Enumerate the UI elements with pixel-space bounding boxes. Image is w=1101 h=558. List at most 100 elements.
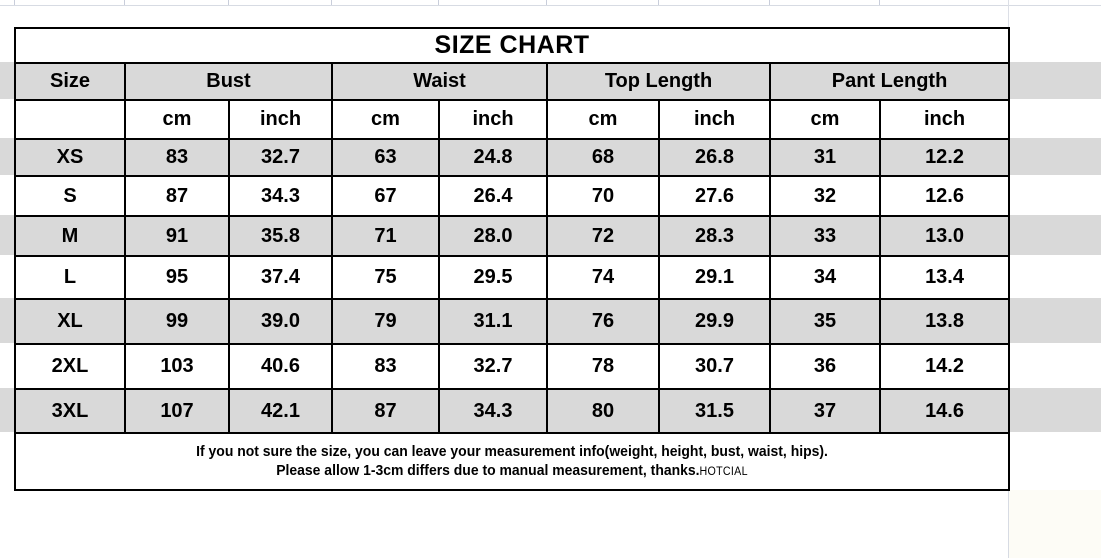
value-cell: 30.7 [658,343,771,390]
fill-band [1008,343,1101,388]
chart-title: SIZE CHART [13,27,1011,64]
value-cell: 39.0 [228,298,333,345]
units-empty-cell [14,99,126,140]
fill-band [1008,99,1101,138]
footer-note: If you not sure the size, you can leave … [51,442,974,482]
footer-row: If you not sure the size, you can leave … [13,432,1011,491]
fill-band [0,138,14,175]
value-cell: 33 [769,215,881,257]
value-cell: 12.2 [878,138,1011,177]
value-cell: 32 [769,175,881,217]
gridline-tick [658,0,659,5]
value-cell: 87 [331,388,440,434]
gridline-tick [124,0,125,5]
left-fill-strip [0,27,14,489]
value-cell: 28.3 [658,215,771,257]
header-row: Size Bust Waist Top Length Pant Length [14,62,1011,101]
unit-inch-header: inch [658,99,771,140]
fill-band [1008,255,1101,298]
size-label: XL [14,298,126,345]
value-cell: 14.6 [878,388,1011,434]
fill-band [0,432,14,489]
footer-note-line1: If you not sure the size, you can leave … [196,442,828,460]
value-cell: 95 [124,255,230,300]
gridline-tick [331,0,332,5]
value-cell: 75 [331,255,440,300]
value-cell: 14.2 [878,343,1011,390]
value-cell: 68 [546,138,660,177]
value-cell: 29.5 [438,255,548,300]
value-cell: 35.8 [228,215,333,257]
value-cell: 26.4 [438,175,548,217]
fill-band [0,298,14,343]
value-cell: 26.8 [658,138,771,177]
size-label: M [14,215,126,257]
fill-band [0,62,14,99]
value-cell: 91 [124,215,230,257]
gridline-tick [769,0,770,5]
unit-inch-header: inch [878,99,1011,140]
value-cell: 103 [124,343,230,390]
value-cell: 37 [769,388,881,434]
size-label: XS [14,138,126,177]
value-cell: 72 [546,215,660,257]
unit-cm-header: cm [124,99,230,140]
fill-band [1008,62,1101,99]
fill-band [0,343,14,388]
gridline-horizontal [0,5,1101,6]
size-row-s: S 87 34.3 67 26.4 70 27.6 32 12.6 [14,175,1011,217]
fill-band [1008,175,1101,215]
size-label: L [14,255,126,300]
value-cell: 70 [546,175,660,217]
size-row-3xl: 3XL 107 42.1 87 34.3 80 31.5 37 14.6 [14,388,1011,434]
fill-band [0,175,14,215]
title-row: SIZE CHART [13,27,1011,64]
value-cell: 83 [124,138,230,177]
unit-cm-header: cm [331,99,440,140]
fill-band [0,99,14,138]
value-cell: 74 [546,255,660,300]
fill-band [0,215,14,255]
value-cell: 34 [769,255,881,300]
unit-inch-header: inch [438,99,548,140]
size-label: S [14,175,126,217]
value-cell: 31.5 [658,388,771,434]
corner-tint [1009,490,1101,558]
value-cell: 79 [331,298,440,345]
value-cell: 12.6 [878,175,1011,217]
right-fill-strip [1008,27,1101,489]
gridline-tick [879,0,880,5]
value-cell: 36 [769,343,881,390]
value-cell: 27.6 [658,175,771,217]
size-row-xl: XL 99 39.0 79 31.1 76 29.9 35 13.8 [14,298,1011,345]
fill-band [1008,432,1101,489]
footer-cell: If you not sure the size, you can leave … [13,432,1011,491]
size-row-2xl: 2XL 103 40.6 83 32.7 78 30.7 36 14.2 [14,343,1011,390]
fill-band [1008,138,1101,175]
value-cell: 13.4 [878,255,1011,300]
value-cell: 32.7 [228,138,333,177]
size-chart-table: SIZE CHART Size Bust Waist Top Length Pa… [13,27,1011,491]
fill-band [1008,27,1101,62]
value-cell: 99 [124,298,230,345]
value-cell: 42.1 [228,388,333,434]
value-cell: 29.9 [658,298,771,345]
col-header-pant-length: Pant Length [768,62,1011,101]
footer-note-line2: Please allow 1-3cm differs due to manual… [51,461,974,482]
fill-band [0,255,14,298]
gridline-tick [438,0,439,5]
unit-cm-header: cm [769,99,881,140]
size-row-l: L 95 37.4 75 29.5 74 29.1 34 13.4 [14,255,1011,300]
size-row-m: M 91 35.8 71 28.0 72 28.3 33 13.0 [14,215,1011,257]
value-cell: 13.0 [878,215,1011,257]
units-row: cm inch cm inch cm inch cm inch [14,99,1011,140]
value-cell: 80 [546,388,660,434]
value-cell: 35 [769,298,881,345]
fill-band [1008,298,1101,343]
size-label: 2XL [14,343,126,390]
fill-band [0,388,14,432]
fill-band [0,27,14,62]
value-cell: 29.1 [658,255,771,300]
value-cell: 71 [331,215,440,257]
